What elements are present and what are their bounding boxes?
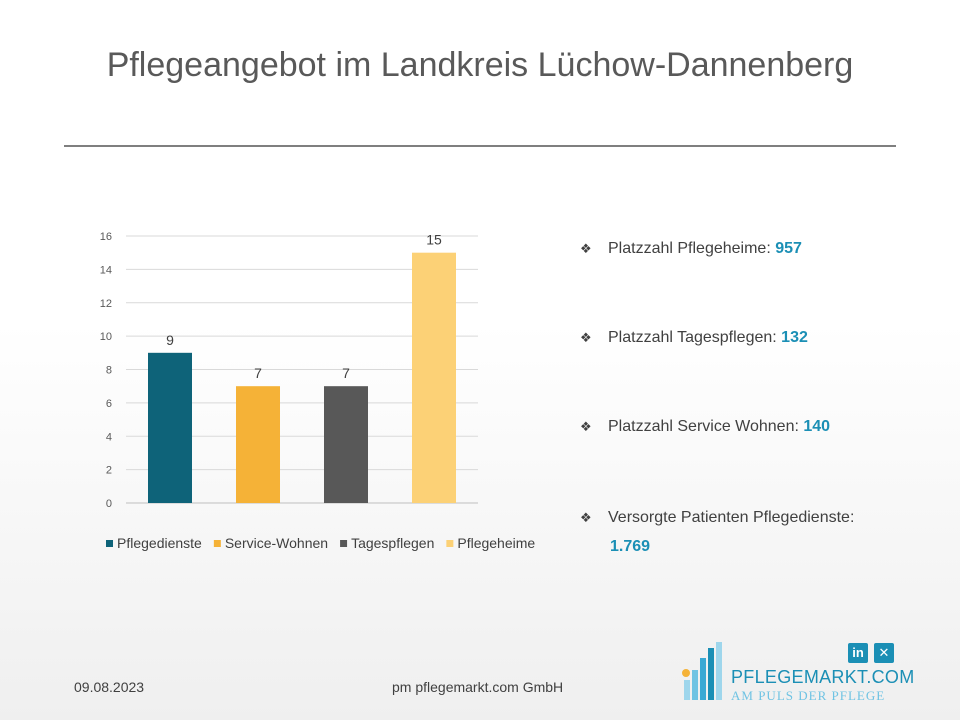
data-label: 7	[254, 365, 262, 381]
fact-label: Platzzahl Pflegeheime:	[608, 240, 771, 257]
y-tick-label: 2	[106, 465, 112, 477]
legend-swatch	[340, 540, 348, 547]
bar-chart: 0 2 4 6 8 10 12 14 16 9 7 7 15 Pflegedienste Service-W…	[100, 231, 536, 551]
brand-name: PFLEGEMARKT.COM	[731, 667, 915, 687]
y-tick-label: 8	[106, 365, 112, 377]
fact-item: ❖ Platzzahl Service Wohnen: 140	[580, 418, 830, 436]
y-tick-label: 0	[106, 498, 112, 510]
legend-label: Tagespflegen	[351, 535, 434, 551]
fact-label: Versorgte Patienten Pflegedienste:	[608, 509, 855, 526]
bar-tagespflegen	[324, 386, 368, 503]
legend-swatch	[213, 540, 221, 547]
legend-label: Pflegedienste	[117, 535, 202, 551]
fact-value: 140	[803, 418, 831, 435]
fact-label: Platzzahl Tagespflegen:	[608, 329, 777, 346]
data-label: 15	[426, 232, 442, 248]
brand-tagline: AM PULS DER PFLEGE	[731, 688, 886, 703]
y-tick-label: 6	[106, 398, 112, 410]
legend-swatch	[106, 540, 113, 547]
footer-date: 09.08.2023	[74, 679, 145, 695]
diamond-bullet-icon: ❖	[580, 510, 592, 525]
diamond-bullet-icon: ❖	[580, 419, 592, 434]
bar-service-wohnen	[236, 386, 280, 503]
fact-value: 957	[775, 240, 802, 257]
diamond-bullet-icon: ❖	[580, 241, 592, 256]
y-tick-label: 4	[106, 431, 112, 443]
bar-pflegeheime	[412, 252, 456, 503]
slide-title: Pflegeangebot im Landkreis Lüchow-Dannen…	[106, 46, 854, 84]
y-tick-label: 12	[100, 298, 112, 310]
title-divider	[64, 145, 896, 147]
data-label: 9	[166, 332, 174, 348]
diamond-bullet-icon: ❖	[580, 330, 592, 345]
y-tick-label: 16	[100, 231, 112, 243]
xing-icon[interactable]: ✕	[874, 643, 894, 663]
data-label: 7	[342, 365, 350, 381]
fact-item: ❖ Platzzahl Tagespflegen: 132	[580, 329, 808, 347]
legend-label: Pflegeheime	[457, 535, 535, 551]
y-tick-label: 14	[100, 264, 112, 276]
y-tick-label: 10	[100, 331, 112, 343]
fact-item: ❖ Versorgte Patienten Pflegedienste: 1.76…	[580, 509, 854, 556]
legend-label: Service-Wohnen	[225, 535, 328, 551]
pflegemarkt-logo-icon	[682, 642, 722, 700]
fact-item: ❖ Platzzahl Pflegeheime: 957	[580, 240, 802, 258]
fact-label: Platzzahl Service Wohnen:	[608, 418, 799, 435]
linkedin-icon[interactable]: in	[848, 643, 868, 663]
bar-pflegedienste	[148, 352, 192, 503]
fact-value: 1.769	[610, 538, 651, 555]
footer-company: pm pflegemarkt.com GmbH	[392, 679, 564, 695]
fact-value: 132	[781, 329, 808, 346]
legend-swatch	[446, 540, 454, 547]
